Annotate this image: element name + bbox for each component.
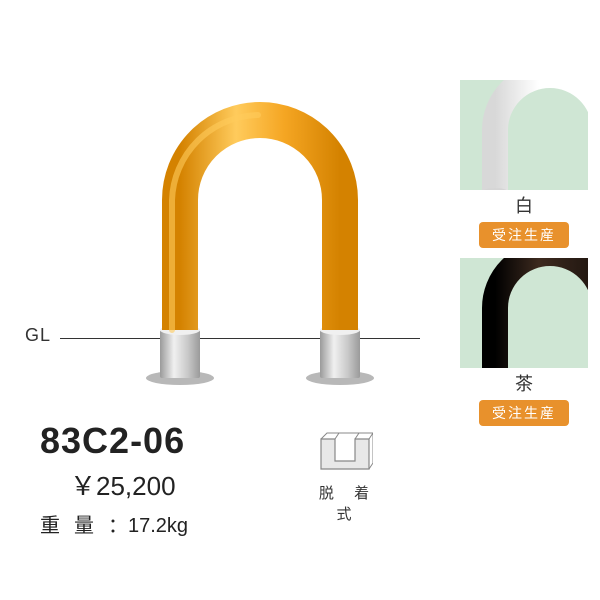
product-model: 83C2-06 [40,420,188,462]
product-weight: 重量：17.2kg [40,509,188,538]
mount-icon [317,425,373,473]
swatch-brown: 茶 受注生産 [460,258,588,426]
mount-label: 脱 着 式 [300,482,390,524]
swatch-brown-badge: 受注生産 [479,400,569,426]
gl-label: GL [25,325,51,346]
weight-label: 重量 [40,515,108,537]
product-figure: GL [10,80,450,400]
product-price: ￥25,200 [70,466,188,503]
swatch-white-label: 白 [460,192,588,218]
swatch-white-image [460,80,588,190]
swatch-brown-image [460,258,588,368]
weight-value: ：17.2kg [108,515,188,537]
swatch-white-badge: 受注生産 [479,222,569,248]
swatch-brown-label: 茶 [460,370,588,396]
product-info: 83C2-06 ￥25,200 重量：17.2kg [40,420,188,538]
bollard-illustration [90,80,410,400]
mount-type: 脱 着 式 [300,425,390,524]
color-swatches: 白 受注生産 茶 受注生産 [460,80,590,436]
swatch-white: 白 受注生産 [460,80,588,248]
